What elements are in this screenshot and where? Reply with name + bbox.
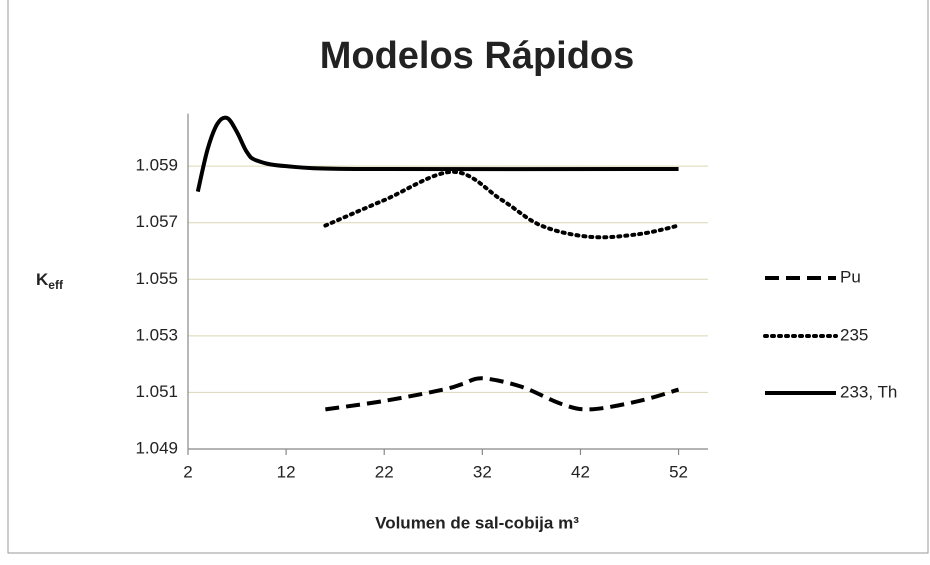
legend-label: Pu [840, 267, 861, 286]
x-tick-label: 42 [571, 462, 590, 481]
line-series [323, 169, 681, 240]
x-tick-label: 22 [375, 462, 394, 481]
y-axis-label: Keff [36, 270, 64, 292]
x-tick-label: 52 [669, 462, 688, 481]
y-tick-label: 1.051 [135, 382, 178, 401]
legend-label: 235 [840, 325, 868, 344]
line-series [325, 376, 680, 412]
y-label-main: K [36, 270, 49, 289]
x-axis-label: Volumen de sal-cobija m³ [375, 513, 579, 532]
x-tick-label: 32 [473, 462, 492, 481]
chart-frame [7, 0, 929, 554]
legend-label: 233, Th [840, 382, 897, 401]
y-tick-label: 1.053 [135, 325, 178, 344]
y-tick-label: 1.055 [135, 269, 178, 288]
x-tick-label: 2 [183, 462, 192, 481]
line-series [195, 115, 679, 193]
y-tick-label: 1.049 [135, 438, 178, 457]
y-tick-label: 1.057 [135, 212, 178, 231]
y-label-sub: eff [48, 278, 64, 292]
x-tick-label: 12 [277, 462, 296, 481]
y-tick-label: 1.059 [135, 156, 178, 175]
chart-title: Modelos Rápidos [320, 35, 635, 77]
